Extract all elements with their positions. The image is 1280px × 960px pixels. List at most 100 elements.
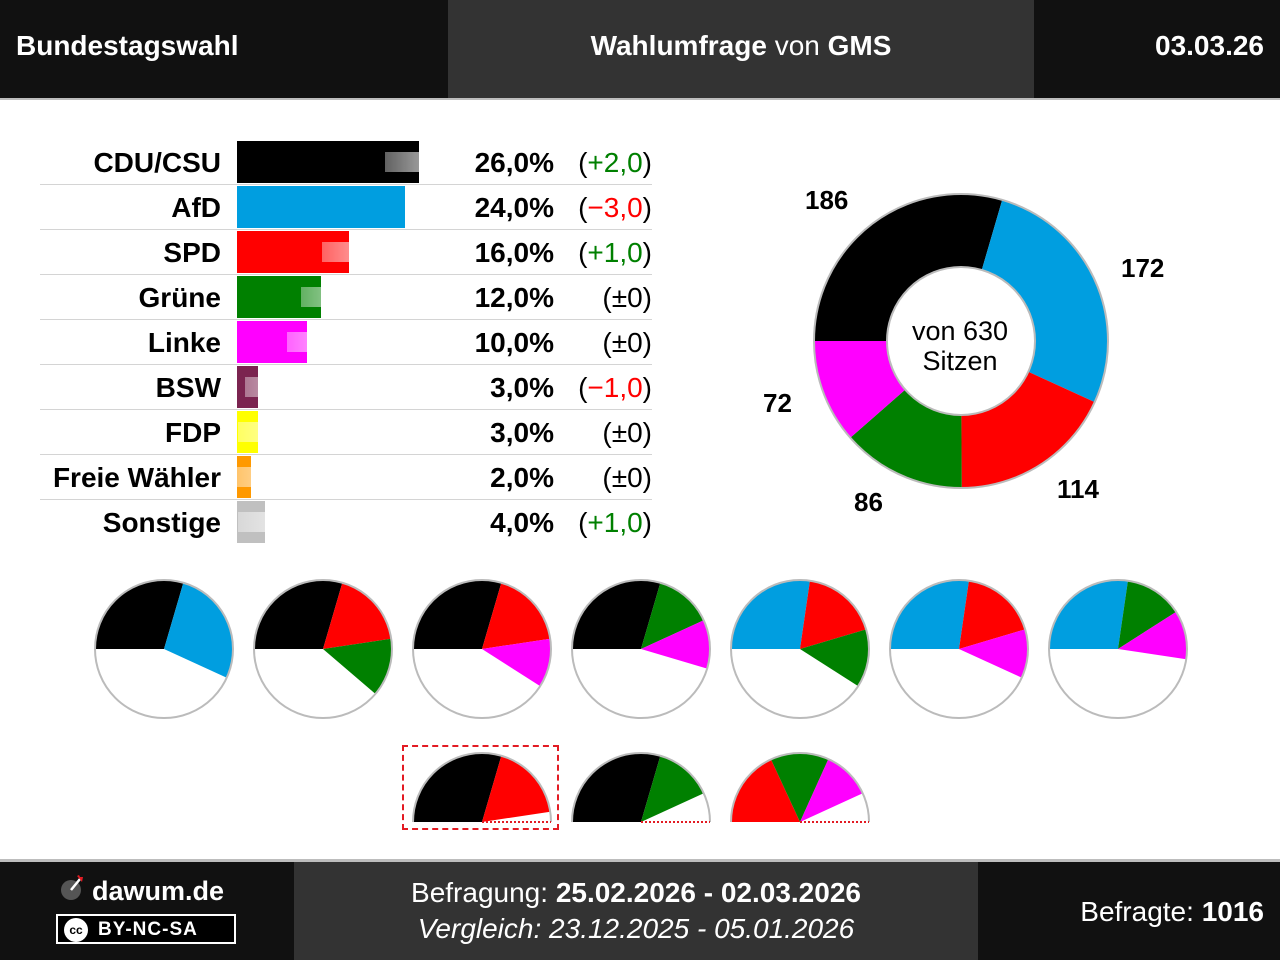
change-label-linke: (±0) (602, 327, 652, 358)
prev-marker-sonstige (238, 512, 278, 532)
coalition-outline (571, 752, 711, 823)
bar-row-bsw: BSW 3,0% (−1,0) (40, 365, 652, 410)
prev-marker-afd (406, 197, 446, 217)
coalition-chart-afd-spd-linke (889, 579, 1030, 719)
coalition-slice-spd (731, 759, 800, 822)
coalition-slice-afd (731, 580, 810, 649)
coalition-chart-spd-gruene-linke (730, 752, 870, 823)
coalition-slice-afd (164, 582, 233, 678)
coalition-slice-gruene (770, 753, 829, 822)
coalition-slice-spd (482, 755, 551, 822)
seat-total-label: von 630 Sitzen (880, 316, 1040, 376)
header-center-panel (448, 0, 1034, 98)
coalition-slice-cdu-csu (95, 580, 184, 649)
party-label-spd: SPD (163, 237, 221, 268)
coalition-chart-cdu-csu-gruene (571, 752, 711, 823)
prev-marker-spd (322, 242, 362, 262)
compare-period: Vergleich: 23.12.2025 - 05.01.2026 (294, 913, 978, 945)
coalition-slice-spd (323, 582, 392, 649)
donut-slice-gruene (850, 389, 962, 488)
site-name: dawum.de (92, 876, 225, 906)
highlighted-coalition-frame (402, 745, 559, 830)
party-label-afd: AfD (171, 192, 221, 223)
prev-marker-cdu-csu (385, 152, 425, 172)
compare-label: Vergleich: (417, 913, 542, 944)
bar-row-linke: Linke 10,0% (±0) (40, 320, 652, 365)
coalition-slice-afd (890, 580, 969, 649)
donut-slice-linke (814, 341, 906, 438)
seat-label-afd: 172 (1121, 253, 1165, 283)
coalition-slice-linke (641, 620, 710, 669)
coalition-outline (889, 579, 1030, 719)
footer-center-panel (294, 862, 978, 960)
prev-marker-linke (287, 332, 327, 352)
donut-outline (813, 193, 1109, 489)
coalition-slice-linke (482, 638, 551, 687)
bar-afd (237, 186, 405, 228)
donut-slice-spd (961, 371, 1095, 488)
change-label-sonstige: (+1,0) (578, 507, 652, 538)
license-text: BY-NC-SA (98, 919, 198, 940)
coalition-slice-gruene (800, 629, 869, 687)
coalition-chart-cdu-csu-spd-gruene (253, 579, 394, 719)
survey-range: 25.02.2026 - 02.03.2026 (555, 877, 861, 908)
coalition-chart-afd-spd-gruene (730, 579, 871, 719)
coalition-slice-spd (800, 580, 867, 649)
coalition-slice-gruene (323, 638, 392, 694)
pollster-name: GMS (827, 30, 892, 61)
seat-label-gruene: 86 (854, 487, 883, 517)
coalition-slice-spd (482, 582, 551, 649)
party-label-sonstige: Sonstige (102, 507, 221, 538)
donut-slice-cdu-csu (814, 194, 1003, 341)
coalition-slice-afd (1049, 580, 1128, 649)
coalition-slice-cdu-csu (413, 753, 502, 822)
coalition-outline (730, 752, 870, 823)
party-label-bsw: BSW (155, 372, 221, 403)
coalition-chart-cdu-csu-spd-linke (412, 579, 553, 719)
change-label-spd: (+1,0) (578, 237, 652, 268)
value-label-spd: 16,0% (474, 237, 554, 268)
bar-row-spd: SPD 16,0% (+1,0) (40, 230, 652, 275)
value-label-sonstige: 4,0% (490, 507, 554, 538)
party-label-cdu-csu: CDU/CSU (93, 147, 221, 178)
value-label-cdu-csu: 26,0% (474, 147, 554, 178)
prev-marker-freie-waehler (231, 467, 271, 487)
change-label-gruene: (±0) (602, 282, 652, 313)
respondents: Befragte: 1016 (1080, 896, 1264, 928)
value-label-afd: 24,0% (474, 192, 554, 223)
footer-divider (0, 859, 1280, 862)
seat-donut-chart (813, 193, 1109, 489)
survey-period: Befragung: 25.02.2026 - 02.03.2026 (294, 877, 978, 909)
coalition-slice-gruene (1118, 580, 1177, 649)
coalition-outline (253, 579, 394, 719)
coalition-slice-cdu-csu (572, 580, 661, 649)
coalition-outline (94, 579, 235, 719)
election-title: Bundestagswahl (16, 30, 239, 61)
prev-marker-bsw (245, 377, 285, 397)
header-divider (0, 98, 1280, 100)
dawum-logo-icon (61, 875, 83, 900)
value-label-linke: 10,0% (474, 327, 554, 358)
coalition-slice-linke (1118, 611, 1187, 660)
party-label-linke: Linke (147, 327, 221, 358)
change-label-freie-waehler: (±0) (602, 462, 652, 493)
party-label-freie-waehler: Freie Wähler (52, 462, 221, 493)
coalition-chart-cdu-csu-spd (412, 752, 552, 823)
coalition-chart-afd-gruene-linke (1048, 579, 1189, 719)
donut-hole (886, 266, 1036, 416)
seat-label-cdu: 186 (805, 185, 849, 215)
change-label-afd: (−3,0) (578, 192, 652, 223)
value-label-freie-waehler: 2,0% (490, 462, 554, 493)
party-label-gruene: Grüne (138, 282, 221, 313)
change-label-cdu-csu: (+2,0) (578, 147, 652, 178)
coalition-chart-cdu-csu-afd (94, 579, 235, 719)
subtitle-mid: von (774, 30, 820, 61)
change-label-bsw: (−1,0) (578, 372, 652, 403)
subtitle-prefix: Wahlumfrage (590, 30, 767, 61)
party-label-fdp: FDP (165, 417, 221, 448)
coalition-slice-linke (959, 629, 1028, 678)
coalition-outline (412, 579, 553, 719)
value-label-bsw: 3,0% (490, 372, 554, 403)
license-badge: cc BY-NC-SA (56, 914, 236, 944)
